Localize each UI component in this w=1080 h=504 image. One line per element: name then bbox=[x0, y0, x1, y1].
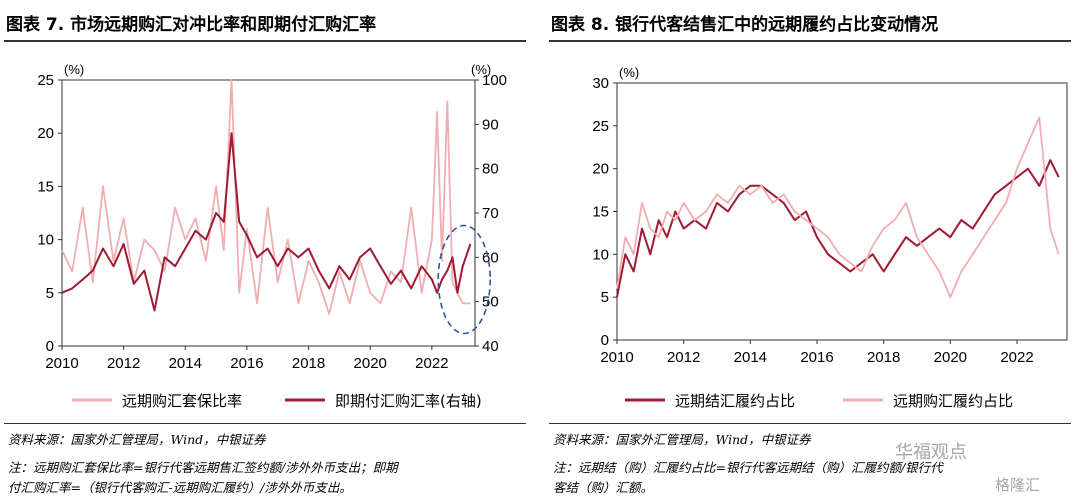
series-line-2 bbox=[616, 116, 1060, 299]
x-tick-label: 2022 bbox=[1000, 349, 1033, 366]
x-tick-label: 2016 bbox=[230, 355, 263, 372]
x-tick-label: 2018 bbox=[292, 355, 325, 372]
y-left-tick-label: 15 bbox=[592, 204, 609, 221]
y-left-tick-label: 0 bbox=[46, 338, 54, 355]
y-left-tick-label: 10 bbox=[592, 246, 609, 263]
figure-7-title: 图表 7. 市场远期购汇对冲比率和即期付汇购汇率 bbox=[6, 15, 377, 35]
y-right-tick-label: 90 bbox=[482, 116, 499, 133]
legend-label-2: 即期付汇购汇率(右轴) bbox=[335, 392, 482, 410]
x-tick-label: 2014 bbox=[169, 355, 202, 372]
highlight-ellipse bbox=[437, 224, 492, 335]
watermark-text-2: 格隆汇 bbox=[995, 476, 1041, 494]
figure-8-bottom-rule bbox=[549, 423, 1071, 424]
figure-8-note-line-2: 客结（购）汇额。 bbox=[553, 480, 654, 495]
legend-label-1: 远期购汇套保比率 bbox=[122, 392, 242, 410]
y-left-tick-label: 20 bbox=[37, 125, 54, 142]
y-left-tick-label: 10 bbox=[37, 232, 54, 249]
y-left-tick-label: 0 bbox=[601, 332, 609, 349]
y-right-unit: (%) bbox=[471, 62, 491, 77]
figure-7-note-line-2: 付汇购汇率=（银行代客购汇-远期购汇履约）/涉外外币支出。 bbox=[8, 480, 352, 495]
figure-7-panel: 图表 7. 市场远期购汇对冲比率和即期付汇购汇率 0 5 10 15 20 25 (%) 40… bbox=[0, 0, 530, 504]
y-left-tick-label: 20 bbox=[592, 161, 609, 178]
x-tick-label: 2010 bbox=[600, 349, 633, 366]
y-right-tick-label: 70 bbox=[482, 205, 499, 222]
y-left-tick-label: 25 bbox=[592, 118, 609, 135]
y-right-tick-label: 100 bbox=[482, 72, 507, 89]
x-tick-label: 2018 bbox=[867, 349, 900, 366]
figure-8-title: 图表 8. 银行代客结售汇中的远期履约占比变动情况 bbox=[551, 15, 939, 35]
y-right-tick-label: 50 bbox=[482, 294, 499, 311]
y-left-tick-label: 30 bbox=[592, 75, 609, 92]
x-tick-label: 2012 bbox=[667, 349, 700, 366]
figure-8-source: 资料来源：国家外汇管理局，Wind，中银证券 bbox=[553, 432, 811, 447]
figure-8-chart: 0 5 10 15 20 25 30 (%) 2010 2012 2014 2016 2018 2020 2… bbox=[592, 65, 1068, 410]
figure-8-panel: 图表 8. 银行代客结售汇中的远期履约占比变动情况 0 5 10 15 20 25 30 (%… bbox=[545, 0, 1075, 504]
series-line-1 bbox=[616, 159, 1060, 298]
x-tick-label: 2012 bbox=[107, 355, 140, 372]
figure-7-source: 资料来源：国家外汇管理局，Wind，中银证券 bbox=[8, 432, 266, 447]
figure-8-title-rule bbox=[549, 40, 1071, 42]
series-line-2 bbox=[61, 132, 472, 312]
figure-7-note-line-1: 注：远期购汇套保比率=银行代客远期售汇签约额/涉外外币支出；即期 bbox=[8, 460, 398, 475]
y-left-unit: (%) bbox=[619, 65, 639, 80]
x-tick-label: 2014 bbox=[734, 349, 767, 366]
series-line-1 bbox=[61, 79, 471, 316]
x-tick-label: 2020 bbox=[354, 355, 387, 372]
y-left-tick-label: 5 bbox=[601, 289, 609, 306]
y-left-tick-label: 15 bbox=[37, 178, 54, 195]
x-tick-label: 2022 bbox=[415, 355, 448, 372]
figure-7-bottom-rule bbox=[4, 423, 526, 424]
legend-label-1: 远期结汇履约占比 bbox=[675, 392, 795, 410]
x-tick-label: 2016 bbox=[800, 349, 833, 366]
y-right-tick-label: 40 bbox=[482, 338, 499, 355]
y-right-tick-label: 80 bbox=[482, 161, 499, 178]
x-tick-label: 2010 bbox=[45, 355, 78, 372]
y-left-tick-label: 25 bbox=[37, 72, 54, 89]
x-tick-label: 2020 bbox=[934, 349, 967, 366]
legend-label-2: 远期购汇履约占比 bbox=[893, 392, 1013, 410]
figure-8-note-line-1: 注：远期结（购）汇履约占比=银行代客远期结（购）汇履约额/银行代 bbox=[553, 460, 943, 475]
y-left-tick-label: 5 bbox=[46, 285, 54, 302]
y-left-unit: (%) bbox=[64, 62, 84, 77]
y-right-tick-label: 60 bbox=[482, 249, 499, 266]
figure-7-title-rule bbox=[4, 40, 526, 42]
watermark-text-1: 华福观点 bbox=[895, 442, 967, 463]
